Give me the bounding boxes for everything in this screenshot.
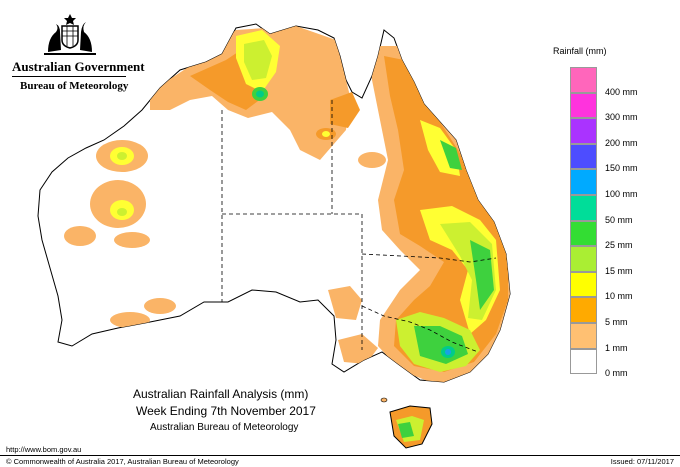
coat-of-arms-icon: [38, 12, 102, 56]
legend-swatch: [570, 297, 597, 323]
source-url[interactable]: http://www.bom.gov.au: [6, 445, 82, 454]
legend-swatch: [570, 271, 597, 298]
legend-label: 200 mm: [605, 137, 638, 148]
legend-label: 0 mm: [605, 368, 628, 379]
legend-label: 15 mm: [605, 265, 633, 276]
legend-swatch: [570, 348, 597, 375]
legend-swatch: [570, 220, 597, 247]
legend-swatch: [570, 323, 597, 349]
legend-swatch: [570, 67, 597, 93]
legend-swatch: [570, 169, 597, 195]
legend-label: 1 mm: [605, 342, 628, 353]
legend-label: 10 mm: [605, 291, 633, 302]
header-divider: [12, 76, 126, 77]
map-source: Australian Bureau of Meteorology: [150, 422, 299, 433]
legend-title: Rainfall (mm): [553, 46, 607, 56]
issued-date: Issued: 07/11/2017: [610, 457, 674, 466]
legend-swatch: [570, 92, 597, 119]
legend-label: 400 mm: [605, 86, 638, 97]
government-title: Australian Government: [12, 59, 145, 74]
legend-swatch: [570, 195, 597, 221]
legend-swatch: [570, 143, 597, 170]
legend-label: 5 mm: [605, 317, 628, 327]
bureau-title: Bureau of Meteorology: [20, 80, 129, 92]
legend-label: 300 mm: [605, 112, 638, 123]
legend-label: 50 mm: [605, 214, 633, 225]
copyright-text: © Commonwealth of Australia 2017, Austra…: [6, 457, 239, 466]
legend-label: 100 mm: [605, 189, 638, 199]
legend-swatch: [570, 118, 597, 144]
legend-swatch: [570, 246, 597, 272]
footer-divider: [0, 455, 680, 456]
map-title: Australian Rainfall Analysis (mm): [133, 387, 309, 401]
legend-label: 150 mm: [605, 163, 638, 174]
map-period: Week Ending 7th November 2017: [136, 404, 316, 418]
legend-label: 25 mm: [605, 240, 633, 251]
